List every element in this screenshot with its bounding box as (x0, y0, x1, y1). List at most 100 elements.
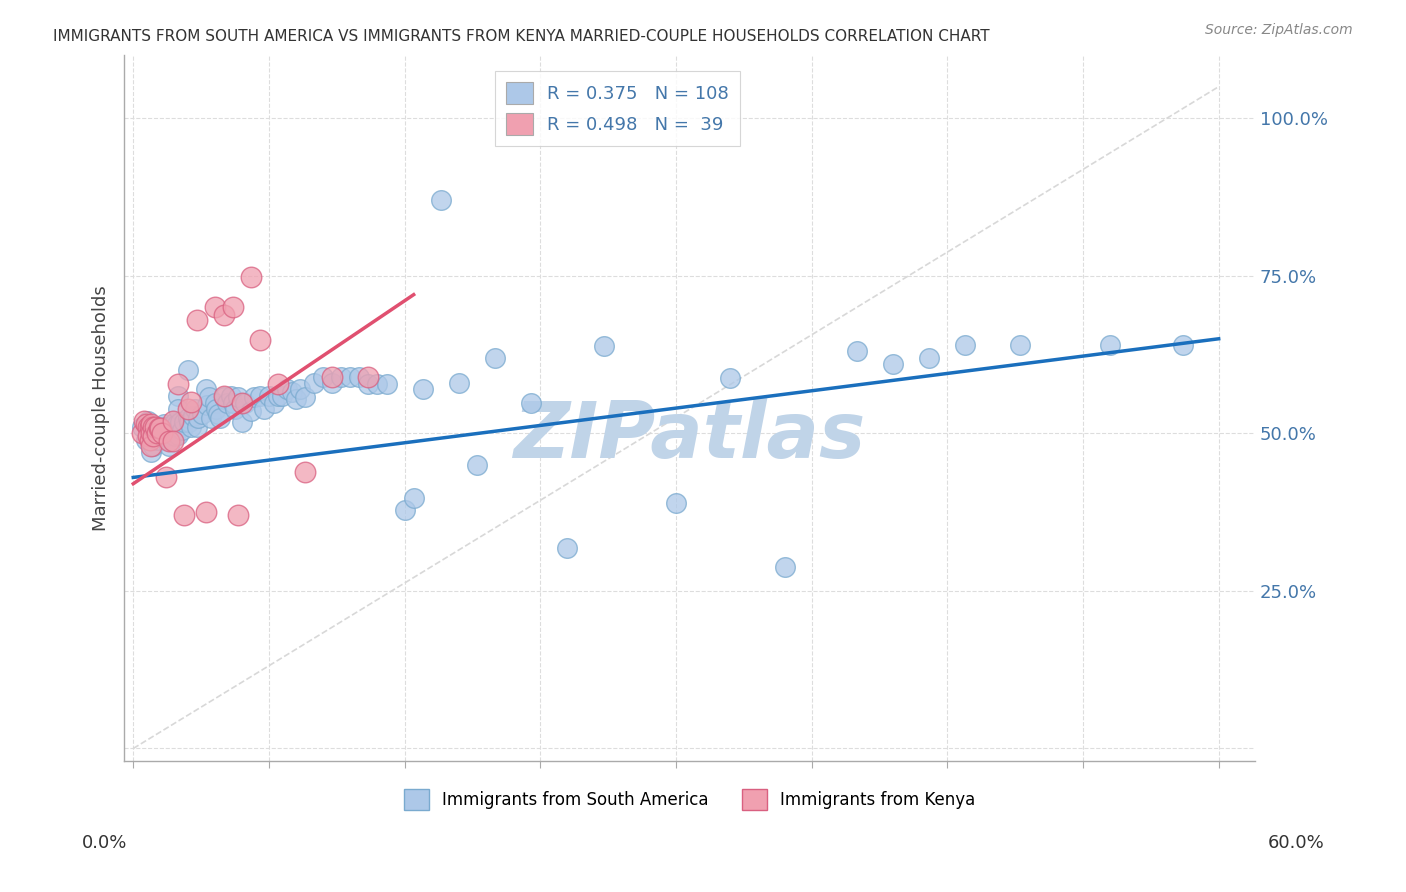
Point (176, 363, 198, 377)
Point (167, 388, 190, 402)
Point (430, 193, 453, 207)
Point (718, 371, 741, 385)
Text: Source: ZipAtlas.com: Source: ZipAtlas.com (1205, 23, 1353, 37)
Point (557, 541, 579, 555)
Point (146, 433, 169, 447)
Point (1008, 338, 1031, 352)
Point (142, 429, 165, 443)
Point (142, 423, 165, 437)
Point (312, 369, 335, 384)
Point (302, 376, 325, 390)
Point (222, 300, 245, 314)
Point (138, 420, 160, 434)
Point (186, 420, 208, 434)
Point (281, 385, 304, 400)
Point (179, 415, 201, 429)
Point (156, 433, 179, 447)
Point (191, 408, 214, 422)
Point (153, 417, 176, 431)
Point (159, 439, 181, 453)
Point (231, 415, 253, 429)
Point (339, 369, 361, 384)
Point (321, 369, 343, 384)
Point (159, 420, 181, 434)
Point (141, 439, 163, 453)
Point (136, 414, 159, 428)
Point (131, 426, 153, 441)
Point (173, 415, 195, 429)
Point (219, 388, 242, 402)
Point (138, 433, 160, 447)
Point (1171, 338, 1194, 352)
Point (159, 434, 181, 448)
Legend: Immigrants from South America, Immigrants from Kenya: Immigrants from South America, Immigrant… (396, 782, 981, 816)
Point (267, 388, 290, 402)
Point (665, 496, 688, 510)
Point (204, 300, 226, 314)
Point (198, 390, 221, 404)
Point (288, 382, 311, 396)
Point (167, 377, 190, 392)
Point (150, 426, 173, 441)
Point (136, 429, 159, 443)
Point (160, 420, 183, 434)
Point (176, 410, 198, 425)
Point (204, 396, 226, 410)
Point (180, 394, 202, 409)
Point (172, 423, 194, 437)
Point (252, 402, 274, 417)
Point (402, 491, 425, 505)
Point (231, 396, 253, 410)
Text: 0.0%: 0.0% (82, 834, 127, 852)
Point (394, 503, 416, 517)
Point (243, 390, 266, 404)
Point (882, 357, 904, 371)
Point (162, 427, 184, 442)
Point (222, 396, 245, 410)
Point (155, 429, 177, 443)
Point (200, 410, 222, 425)
Point (212, 308, 235, 322)
Point (162, 414, 184, 428)
Point (484, 351, 506, 365)
Point (226, 390, 249, 404)
Point (134, 414, 156, 428)
Point (592, 339, 614, 353)
Point (141, 417, 163, 431)
Point (235, 396, 257, 410)
Point (173, 508, 195, 523)
Point (212, 388, 235, 402)
Point (142, 439, 165, 453)
Point (166, 417, 188, 431)
Point (156, 420, 179, 434)
Point (135, 417, 157, 431)
Point (162, 434, 184, 448)
Point (146, 426, 169, 441)
Point (845, 344, 868, 359)
Point (263, 396, 285, 410)
Point (257, 388, 280, 402)
Point (197, 398, 219, 412)
Point (136, 420, 159, 434)
Point (142, 429, 165, 443)
Point (239, 270, 262, 285)
Text: ZIPatlas: ZIPatlas (513, 399, 866, 475)
Point (167, 427, 190, 442)
Point (194, 505, 217, 519)
Point (143, 429, 166, 443)
Point (148, 429, 170, 443)
Point (357, 369, 380, 384)
Point (194, 382, 217, 396)
Point (150, 429, 173, 443)
Point (184, 402, 207, 417)
Point (138, 426, 160, 441)
Point (375, 377, 398, 392)
Point (162, 417, 184, 431)
Point (330, 369, 353, 384)
Point (169, 415, 191, 429)
Point (155, 470, 177, 484)
Point (249, 333, 271, 347)
Point (180, 420, 202, 434)
Point (217, 396, 239, 410)
Point (249, 388, 271, 402)
